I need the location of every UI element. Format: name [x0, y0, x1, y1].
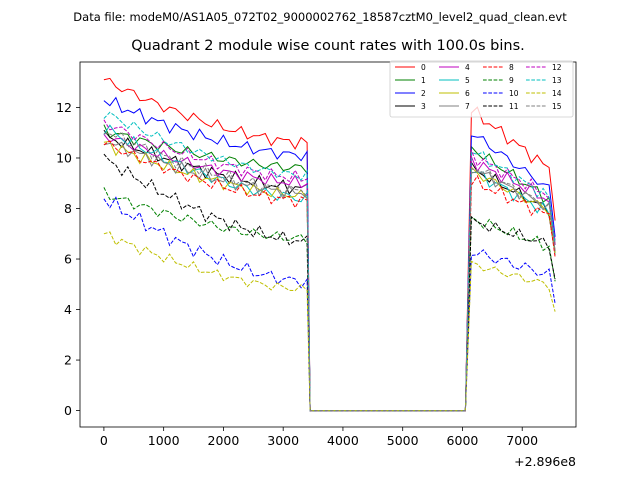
- y-axis: 0 2 4 6 8 10 12: [56, 100, 80, 418]
- y-tick-label: 10: [56, 150, 72, 165]
- series-line-1: [103, 124, 556, 412]
- series-layer: [103, 77, 556, 412]
- series-line-10: [103, 196, 556, 412]
- series-line-0: [103, 77, 556, 412]
- y-tick-label: 4: [64, 302, 72, 317]
- series-line-2: [103, 96, 556, 412]
- y-tick-label: 0: [64, 403, 72, 418]
- legend-label-0: 0: [421, 63, 426, 72]
- y-tick-label: 8: [64, 201, 72, 216]
- series-line-9: [103, 187, 556, 412]
- legend-label-12: 12: [552, 63, 562, 72]
- y-tick-label: 12: [56, 100, 72, 115]
- x-tick-label: 0: [100, 433, 108, 448]
- legend-label-7: 7: [465, 102, 470, 111]
- series-line-4: [103, 133, 556, 412]
- legend-label-15: 15: [552, 102, 562, 111]
- series-line-13: [103, 111, 556, 412]
- x-offset-label: +2.896e8: [514, 454, 576, 469]
- legend-label-13: 13: [552, 76, 562, 85]
- x-tick-label: 4000: [327, 433, 359, 448]
- x-tick-label: 1000: [148, 433, 180, 448]
- legend-box: [389, 60, 574, 118]
- series-line-3: [103, 129, 556, 412]
- series-line-15: [103, 131, 556, 412]
- x-axis: 0 1000 2000 3000 4000 5000 6000 7000: [100, 427, 538, 448]
- suptitle: Data file: modeM0/AS1A05_072T02_90000027…: [73, 10, 567, 24]
- x-tick-label: 5000: [387, 433, 419, 448]
- legend-label-9: 9: [509, 76, 514, 85]
- series-line-12: [103, 119, 556, 412]
- legend-label-4: 4: [465, 63, 470, 72]
- legend-label-8: 8: [509, 63, 514, 72]
- legend-label-3: 3: [421, 102, 426, 111]
- series-line-8: [103, 140, 556, 412]
- chart-title: Quadrant 2 module wise count rates with …: [131, 38, 525, 54]
- x-tick-label: 2000: [208, 433, 240, 448]
- legend-label-5: 5: [465, 76, 470, 85]
- y-tick-label: 2: [64, 353, 72, 368]
- legend-label-10: 10: [509, 89, 519, 98]
- series-line-5: [103, 124, 556, 412]
- legend-label-2: 2: [421, 89, 426, 98]
- series-line-11: [103, 153, 556, 412]
- x-tick-label: 6000: [447, 433, 479, 448]
- legend-label-1: 1: [421, 76, 426, 85]
- legend-label-14: 14: [552, 89, 562, 98]
- series-line-14: [103, 231, 556, 412]
- y-tick-label: 6: [64, 252, 72, 267]
- legend-label-6: 6: [465, 89, 470, 98]
- legend-label-11: 11: [509, 102, 519, 111]
- axes-frame: [79, 61, 577, 428]
- x-tick-label: 3000: [267, 433, 299, 448]
- series-line-6: [103, 140, 556, 412]
- x-tick-label: 7000: [506, 433, 538, 448]
